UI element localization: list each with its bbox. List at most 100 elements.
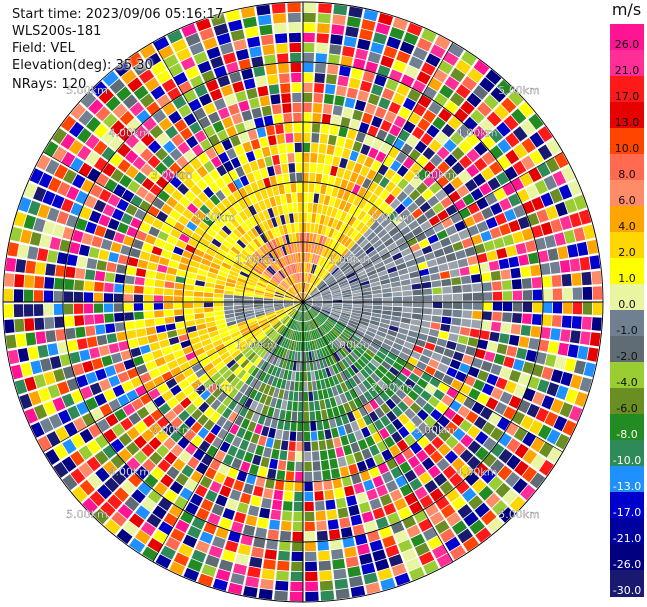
radar-gate — [528, 252, 539, 265]
radar-gate — [355, 48, 369, 60]
radar-gate — [250, 495, 262, 507]
radar-gate — [256, 4, 271, 16]
radar-gate — [102, 460, 118, 476]
radar-gate — [304, 321, 307, 332]
radar-gate — [339, 157, 348, 169]
radar-gate — [459, 383, 472, 396]
radar-gate — [304, 481, 313, 492]
radar-gate — [324, 489, 335, 500]
radar-gate — [119, 464, 134, 479]
radar-gate — [542, 289, 553, 301]
radar-gate — [487, 517, 504, 533]
radar-gate — [464, 179, 478, 192]
radar-gate — [478, 485, 494, 501]
radar-gate — [296, 182, 303, 193]
radar-gate — [307, 341, 311, 351]
radar-gate — [419, 494, 434, 509]
radar-gate — [199, 373, 210, 384]
radar-gate — [369, 498, 382, 510]
radar-gate — [354, 99, 367, 112]
radar-gate — [161, 78, 177, 93]
radar-gate — [331, 288, 341, 293]
radar-gate — [10, 226, 23, 242]
radar-gate — [217, 75, 231, 88]
radar-gate — [349, 337, 359, 346]
range-ring-label: 2.00km — [193, 381, 235, 394]
radar-gate — [247, 364, 256, 375]
radar-gate — [216, 164, 227, 177]
radar-gate — [120, 417, 134, 431]
radar-gate — [257, 282, 267, 288]
radar-gate — [225, 282, 236, 288]
radar-gate — [489, 227, 502, 239]
radar-gate — [553, 415, 568, 432]
radar-gate — [329, 314, 339, 320]
radar-gate — [118, 340, 130, 351]
radar-gate — [479, 77, 495, 93]
radar-gate — [69, 351, 81, 364]
radar-gate — [242, 16, 257, 29]
radar-gate — [404, 469, 417, 483]
radar-gate — [210, 399, 222, 411]
radar-gate — [142, 117, 157, 132]
radar-gate — [195, 368, 206, 378]
radar-gate — [205, 79, 219, 92]
radar-gate — [499, 366, 512, 379]
radar-gate — [323, 164, 331, 175]
radar-gate — [326, 509, 338, 520]
radar-gate — [222, 407, 233, 419]
radar-gate — [238, 58, 252, 71]
radar-gate — [129, 538, 146, 553]
radar-gate — [91, 81, 108, 97]
radar-gate — [300, 342, 303, 352]
radar-gate — [241, 346, 251, 355]
radar-gate — [336, 337, 345, 346]
radar-gate — [169, 209, 181, 221]
radar-gate — [514, 443, 529, 459]
radar-gate — [316, 33, 329, 44]
radar-gate — [273, 274, 282, 282]
radar-gate — [10, 364, 23, 380]
radar-gate — [417, 409, 429, 421]
radar-gate — [435, 131, 449, 145]
radar-gate — [222, 369, 233, 380]
radar-gate — [295, 461, 303, 472]
radar-gate — [462, 293, 473, 301]
radar-gate — [423, 443, 437, 456]
radar-gate — [520, 484, 536, 501]
radar-gate — [295, 311, 300, 320]
radar-gate — [225, 254, 236, 262]
radar-gate — [397, 401, 409, 413]
radar-gate — [191, 362, 203, 373]
radar-gate — [109, 153, 124, 167]
radar-gate — [531, 314, 542, 326]
radar-gate — [169, 148, 183, 161]
radar-gate — [127, 52, 144, 68]
radar-gate — [248, 97, 260, 109]
radar-gate — [337, 404, 346, 416]
radar-gate — [496, 417, 511, 431]
radar-gate — [277, 460, 287, 471]
radar-gate — [308, 310, 314, 319]
radar-gate — [352, 298, 363, 302]
radar-gate — [318, 283, 327, 291]
radar-gate — [432, 308, 442, 316]
radar-gate — [110, 454, 125, 469]
radar-gate — [125, 134, 140, 149]
radar-gate — [304, 311, 306, 322]
radar-gate — [462, 193, 475, 206]
radar-gate — [486, 373, 499, 386]
radar-gate — [243, 451, 254, 463]
radar-gate — [123, 359, 135, 370]
radar-gate — [180, 256, 191, 265]
radar-gate — [370, 253, 380, 262]
radar-gate — [257, 346, 266, 356]
radar-gate — [440, 504, 456, 519]
radar-gate — [403, 341, 415, 350]
radar-gate — [230, 29, 245, 42]
radar-gate — [53, 443, 69, 460]
colorbar-tick-label: 2.0 — [618, 246, 636, 259]
radar-gate — [428, 358, 440, 369]
radar-gate — [477, 339, 489, 350]
radar-gate — [392, 311, 402, 317]
